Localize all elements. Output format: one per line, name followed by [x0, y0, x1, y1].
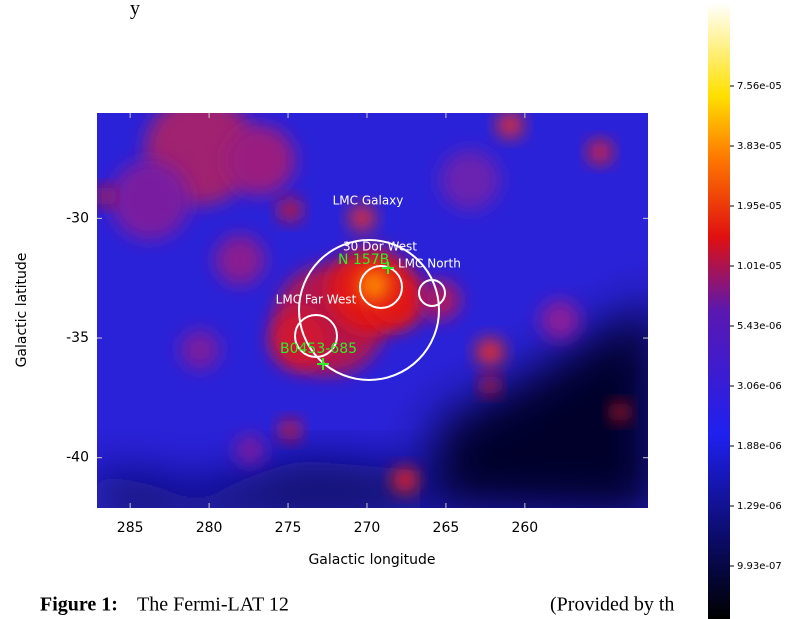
x-tick-label: 285 [117, 520, 144, 536]
emission-blob [589, 141, 611, 163]
emission-blob [477, 339, 503, 365]
colorbar-tick-label: 1.01e-05 [737, 261, 782, 272]
emission-blob [393, 468, 417, 492]
emission-blob [279, 199, 301, 221]
colorbar-tick-label: 3.83e-05 [737, 141, 782, 152]
emission-blob [110, 160, 190, 240]
region-label: LMC North [398, 257, 461, 271]
caption-label: Figure 1: [40, 594, 118, 616]
x-tick-label: 275 [275, 520, 302, 536]
emission-blob [215, 235, 265, 285]
x-axis-label: Galactic longitude [308, 552, 435, 568]
x-tick-label: 260 [511, 520, 538, 536]
region-label: LMC Far West [276, 293, 357, 307]
text-fragment: y [130, 0, 140, 20]
colorbar-tick-label: 3.06e-06 [737, 381, 782, 392]
region-label: LMC Galaxy [333, 194, 404, 208]
emission-blob [235, 435, 265, 465]
y-tick-label: -35 [66, 330, 89, 346]
caption-text: The Fermi-LAT 12 [137, 594, 289, 616]
colorbar [708, 3, 730, 619]
source-label: B0453-685 [280, 341, 357, 357]
emission-blob [540, 300, 580, 340]
y-tick-label: -30 [66, 210, 89, 226]
colorbar-tick-label: 1.95e-05 [737, 201, 782, 212]
emission-blob [180, 330, 220, 370]
emission-blob [611, 403, 629, 421]
emission-blob [498, 113, 522, 137]
colorbar-tick-label: 9.93e-07 [737, 561, 782, 572]
x-tick-label: 270 [354, 520, 381, 536]
emission-blob [225, 125, 295, 195]
colorbar-tick-label: 1.29e-06 [737, 501, 782, 512]
colorbar-tick-label: 7.56e-05 [737, 81, 782, 92]
emission-blob [440, 150, 500, 210]
emission-blob [280, 420, 300, 440]
emission-blob [95, 187, 113, 205]
emission-blob [420, 280, 460, 320]
y-axis-label: Galactic latitude [14, 253, 30, 368]
emission-blob [350, 206, 374, 230]
source-label: N 157B [338, 252, 389, 268]
colorbar-tick-label: 5.43e-06 [737, 321, 782, 332]
caption-text: (Provided by th [550, 594, 674, 616]
x-tick-label: 265 [433, 520, 460, 536]
colorbar-tick-label: 1.88e-06 [737, 441, 782, 452]
x-tick-label: 280 [196, 520, 223, 536]
figure: y Galactic longitude Galactic latitude F… [0, 0, 797, 619]
emission-blob [481, 376, 499, 394]
y-tick-label: -40 [66, 450, 89, 466]
